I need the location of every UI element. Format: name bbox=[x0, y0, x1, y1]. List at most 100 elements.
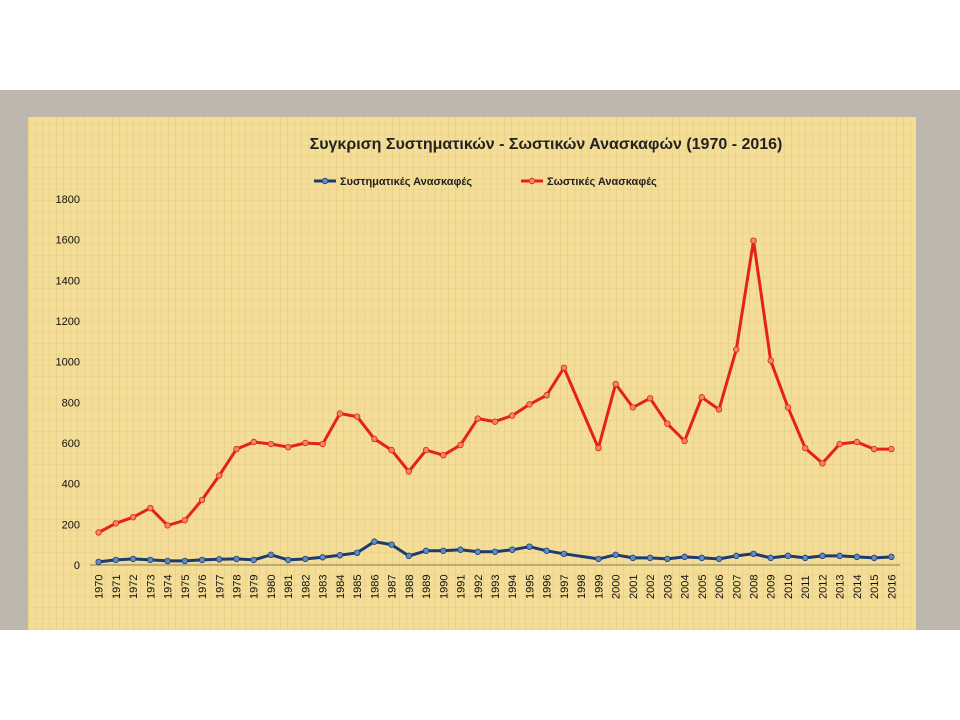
y-tick-label: 600 bbox=[62, 438, 80, 450]
x-tick-label: 1984 bbox=[335, 575, 347, 599]
x-tick-label: 2015 bbox=[869, 575, 881, 599]
x-tick-label: 1980 bbox=[266, 575, 278, 599]
data-point bbox=[181, 557, 188, 565]
x-tick-label: 1996 bbox=[542, 575, 554, 599]
data-point bbox=[422, 547, 430, 554]
y-tick-label: 800 bbox=[62, 397, 80, 409]
data-point bbox=[784, 552, 792, 560]
legend-item: Σωστικές Ανασκαφές bbox=[521, 176, 657, 188]
data-point bbox=[233, 555, 240, 563]
x-tick-label: 1989 bbox=[421, 575, 433, 599]
y-tick-label: 1200 bbox=[56, 316, 80, 328]
legend-marker bbox=[321, 177, 329, 185]
chart-panel: Συγκριση Συστηματικών - Σωστικών Ανασκαφ… bbox=[28, 117, 916, 630]
data-point bbox=[491, 548, 499, 555]
x-tick-label: 2006 bbox=[714, 575, 726, 599]
x-tick-label: 1987 bbox=[387, 575, 399, 599]
data-point bbox=[388, 541, 395, 548]
data-point bbox=[543, 392, 550, 399]
data-point bbox=[543, 547, 550, 554]
data-point bbox=[371, 435, 378, 443]
x-tick-label: 1997 bbox=[559, 575, 571, 599]
y-tick-label: 1600 bbox=[56, 235, 80, 247]
data-point bbox=[750, 550, 757, 558]
data-point bbox=[784, 404, 792, 411]
data-point bbox=[819, 460, 826, 467]
y-tick-label: 200 bbox=[62, 519, 80, 531]
data-point bbox=[319, 554, 326, 561]
data-point bbox=[164, 522, 171, 529]
y-tick-label: 1400 bbox=[56, 275, 80, 287]
data-point bbox=[129, 555, 137, 563]
data-point bbox=[802, 444, 809, 452]
data-point bbox=[198, 556, 206, 564]
x-tick-label: 1986 bbox=[369, 575, 381, 599]
x-tick-label: 1982 bbox=[300, 575, 312, 599]
data-point bbox=[112, 556, 120, 564]
x-tick-label: 1995 bbox=[524, 575, 536, 599]
data-point bbox=[112, 520, 120, 527]
data-point bbox=[198, 496, 206, 504]
data-point bbox=[491, 418, 499, 425]
data-point bbox=[250, 556, 257, 564]
y-tick-label: 400 bbox=[62, 479, 80, 491]
chart-title: Συγκριση Συστηματικών - Σωστικών Ανασκαφ… bbox=[310, 136, 783, 153]
line-chart: Συγκριση Συστηματικών - Σωστικών Ανασκαφ… bbox=[56, 136, 900, 599]
x-tick-label: 2002 bbox=[645, 575, 657, 599]
data-point bbox=[870, 554, 878, 562]
x-tick-label: 2004 bbox=[680, 575, 692, 599]
data-point bbox=[440, 452, 447, 459]
data-point bbox=[267, 551, 275, 559]
data-point bbox=[853, 438, 861, 446]
data-point bbox=[888, 553, 895, 561]
data-point bbox=[302, 555, 309, 563]
data-point bbox=[95, 558, 102, 566]
x-tick-label: 2014 bbox=[852, 575, 864, 599]
x-tick-label: 2008 bbox=[749, 575, 761, 599]
data-point bbox=[836, 552, 843, 560]
data-point bbox=[336, 552, 344, 559]
data-point bbox=[802, 554, 809, 562]
y-tick-label: 1000 bbox=[56, 357, 80, 369]
data-point bbox=[629, 404, 637, 411]
x-tick-label: 1974 bbox=[163, 575, 175, 599]
data-point bbox=[284, 443, 292, 451]
data-point bbox=[698, 394, 706, 401]
data-point bbox=[560, 550, 568, 558]
x-tick-label: 1979 bbox=[249, 575, 261, 599]
data-point bbox=[250, 438, 257, 446]
x-tick-label: 1981 bbox=[283, 575, 295, 599]
data-point bbox=[509, 412, 516, 419]
data-point bbox=[681, 553, 688, 561]
series-1 bbox=[95, 538, 895, 566]
data-point bbox=[353, 549, 361, 556]
data-point bbox=[664, 420, 671, 427]
data-point bbox=[681, 437, 688, 445]
data-point bbox=[405, 552, 413, 560]
data-point bbox=[646, 395, 654, 402]
x-tick-label: 1992 bbox=[473, 575, 485, 599]
data-point bbox=[129, 514, 137, 521]
y-tick-label: 0 bbox=[74, 560, 80, 572]
legend-label: Σωστικές Ανασκαφές bbox=[547, 176, 657, 188]
data-point bbox=[836, 440, 843, 448]
data-point bbox=[474, 548, 481, 555]
data-point bbox=[422, 446, 430, 454]
x-tick-label: 2000 bbox=[611, 575, 623, 599]
series-layer bbox=[95, 237, 895, 566]
x-tick-label: 1988 bbox=[404, 575, 416, 599]
data-point bbox=[405, 468, 413, 475]
legend-label: Συστηματικές Ανασκαφές bbox=[340, 176, 472, 188]
data-point bbox=[388, 446, 395, 454]
data-point bbox=[371, 538, 378, 545]
x-tick-label: 1972 bbox=[128, 575, 140, 599]
legend-item: Συστηματικές Ανασκαφές bbox=[314, 176, 472, 188]
x-tick-label: 1970 bbox=[94, 575, 106, 599]
data-point bbox=[147, 556, 154, 564]
x-tick-label: 2005 bbox=[697, 575, 709, 599]
data-point bbox=[646, 554, 654, 562]
data-point bbox=[164, 557, 171, 565]
data-point bbox=[457, 441, 464, 449]
data-point bbox=[819, 552, 826, 560]
x-tick-label: 1978 bbox=[231, 575, 243, 599]
